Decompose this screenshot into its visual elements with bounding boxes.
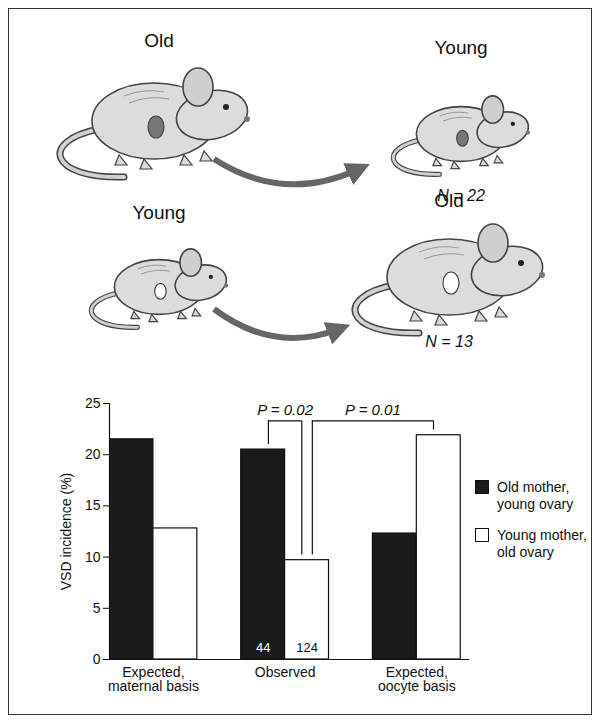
- svg-text:Expected,maternal basis: Expected,maternal basis: [108, 664, 199, 694]
- svg-text:Observed: Observed: [255, 664, 316, 680]
- svg-text:Old: Old: [144, 30, 174, 51]
- svg-text:Young: Young: [434, 37, 487, 58]
- html-text:Old mother, young ovary: Old mother, young ovary: [497, 479, 574, 512]
- svg-text:20: 20: [85, 446, 101, 462]
- svg-text:Expected,oocyte basis: Expected,oocyte basis: [378, 664, 456, 694]
- svg-text:VSD incidence (%): VSD incidence (%): [58, 473, 74, 591]
- svg-text:P = 0.01: P = 0.01: [345, 401, 401, 418]
- svg-text:10: 10: [85, 549, 101, 565]
- svg-text:15: 15: [85, 497, 101, 513]
- svg-text:P = 0.02: P = 0.02: [257, 401, 313, 418]
- svg-text:Young: Young: [132, 202, 185, 223]
- svg-text:44: 44: [256, 640, 270, 655]
- html-text:Young mother, old ovary: Young mother, old ovary: [497, 527, 587, 560]
- svg-text:5: 5: [93, 600, 101, 616]
- svg-text:Old: Old: [434, 190, 464, 211]
- svg-text:25: 25: [85, 395, 101, 411]
- svg-text:N = 13: N = 13: [425, 333, 473, 350]
- svg-text:0: 0: [93, 651, 101, 667]
- svg-text:124: 124: [296, 640, 318, 655]
